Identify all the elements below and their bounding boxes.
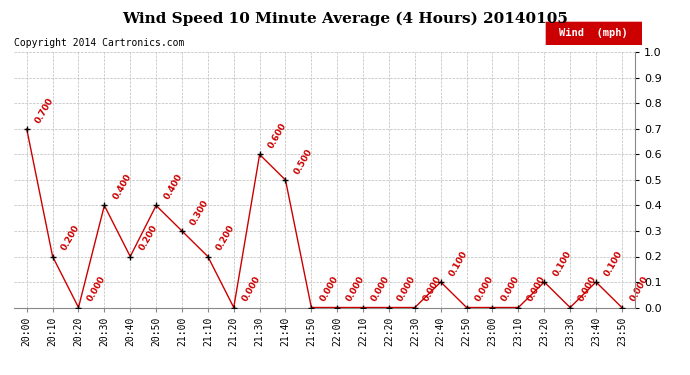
Text: 0.100: 0.100 [603,249,624,278]
Text: 0.000: 0.000 [629,275,651,303]
Text: 0.500: 0.500 [293,147,314,176]
Text: 0.000: 0.000 [525,275,547,303]
Text: 0.000: 0.000 [344,275,366,303]
Text: 0.000: 0.000 [500,275,521,303]
Text: 0.000: 0.000 [241,275,262,303]
Text: 0.000: 0.000 [577,275,599,303]
Text: 0.200: 0.200 [215,224,237,252]
Text: Wind  (mph): Wind (mph) [559,28,628,38]
Text: 0.000: 0.000 [396,275,417,303]
Text: 0.100: 0.100 [448,249,469,278]
Text: 0.000: 0.000 [370,275,392,303]
Text: 0.000: 0.000 [473,275,495,303]
Text: 0.400: 0.400 [163,172,185,201]
Text: 0.300: 0.300 [189,198,210,227]
Text: 0.400: 0.400 [111,172,133,201]
Text: 0.100: 0.100 [551,249,573,278]
Text: Wind Speed 10 Minute Average (4 Hours) 20140105: Wind Speed 10 Minute Average (4 Hours) 2… [122,11,568,26]
Text: 0.600: 0.600 [266,122,288,150]
Text: 0.700: 0.700 [34,96,55,125]
Text: 0.200: 0.200 [59,224,81,252]
Text: 0.000: 0.000 [86,275,107,303]
Text: 0.000: 0.000 [422,275,444,303]
Text: 0.000: 0.000 [318,275,340,303]
Text: 0.200: 0.200 [137,224,159,252]
Text: Copyright 2014 Cartronics.com: Copyright 2014 Cartronics.com [14,38,184,48]
